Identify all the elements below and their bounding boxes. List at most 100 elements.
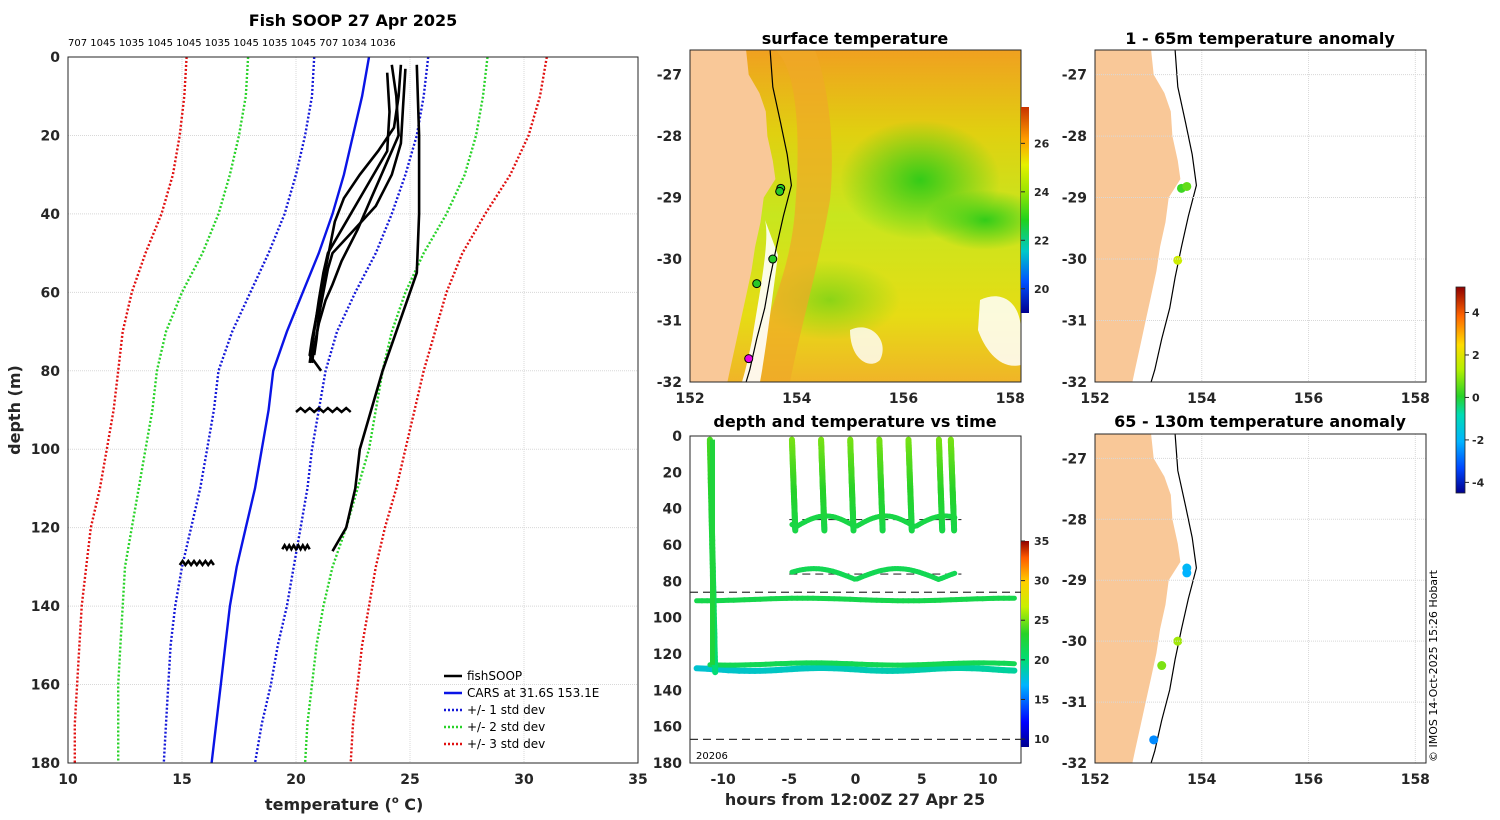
profile-ytick-label: 160 (31, 678, 60, 694)
sst-cloud-south (850, 327, 883, 364)
time-ytick-label: 20 (663, 465, 683, 481)
profile-xtick-label: 10 (58, 772, 78, 788)
sst-cloud-east (978, 296, 1021, 366)
anom-deep-xtick-label: 158 (1401, 772, 1430, 788)
profile-series-fish_c (312, 68, 407, 356)
profile-fish-blob (295, 406, 352, 414)
time-title: depth and temperature vs time (713, 412, 996, 431)
anom-deep-ticks: 152 154 156 158 -27 -28 -29 -30 -31 -32 (1062, 451, 1430, 788)
profile-frame (67, 56, 639, 764)
profile-ytick-label: 40 (41, 207, 61, 223)
profile-top-labels: 707 1045 1035 1045 1045 1035 1045 1035 1… (68, 38, 396, 49)
time-cb-label: 30 (1034, 575, 1050, 588)
profile-legend: fishSOOP CARS at 31.6S 153.1E +/- 1 std de… (444, 669, 599, 751)
anom-shallow-points (1173, 181, 1192, 265)
profile-ytick-label: 140 (31, 599, 60, 615)
sst-shelf-contour (745, 50, 793, 382)
time-ytick-label: 180 (653, 756, 682, 772)
sst-ytick-label: -30 (657, 252, 683, 268)
sst-map-panel: surface temperature 152 154 156 158 -27 -28 -2… (657, 29, 1050, 407)
time-ytick-label: 80 (663, 574, 683, 590)
time-ytick-label: 140 (653, 683, 682, 699)
sst-land (690, 50, 776, 382)
anom-deep-point (1157, 661, 1167, 671)
legend-label: +/- 2 std dev (467, 720, 545, 734)
anomaly-cb-label: -2 (1472, 434, 1484, 447)
anom-deep-frame (1094, 433, 1427, 764)
credit-text: © IMOS 14-Oct-2025 15:26 Hobart (1427, 569, 1440, 762)
sst-xtick-label: 154 (782, 391, 811, 407)
profile-ytick-label: 120 (31, 521, 60, 537)
anomaly-colorbar (1455, 286, 1466, 494)
time-cb-label: 15 (1034, 693, 1049, 706)
profile-xtick-label: 20 (286, 772, 306, 788)
anom-deep-ytick-label: -27 (1062, 451, 1087, 467)
time-xtick-label: 5 (917, 772, 927, 788)
anom-shallow-land (1095, 50, 1181, 382)
legend-label: +/- 3 std dev (467, 737, 545, 751)
profile-series-CARS (210, 57, 371, 763)
sst-colorbar-ticks: 20 22 24 26 (1021, 137, 1050, 296)
sst-fish-points (744, 183, 786, 364)
anom-deep-land (1095, 434, 1181, 763)
anom-shallow-ticks: 152 154 156 158 -27 -28 -29 -30 -31 -32 (1062, 68, 1430, 407)
anom-shallow-ytick-label: -29 (1062, 191, 1087, 207)
profile-ytick-label: 100 (31, 442, 60, 458)
anom-deep-body (1095, 434, 1198, 763)
profile-ytick-label: 20 (41, 128, 61, 144)
profile-xtick-label: 25 (400, 772, 419, 788)
time-xtick-label: 10 (978, 772, 998, 788)
anomaly-cb-label: 4 (1472, 306, 1480, 319)
sst-ytick-label: -27 (657, 68, 682, 84)
anom-shallow-frame (1094, 49, 1427, 383)
anom-deep-ytick-label: -29 (1062, 573, 1087, 589)
sst-fish-point (768, 254, 778, 264)
profile-ytick-label: 0 (50, 50, 60, 66)
profile-series-fish_a (308, 64, 403, 372)
profile-series-fish_d (308, 72, 391, 364)
anom-shallow-ytick-label: -31 (1062, 314, 1087, 330)
time-cb-label: 10 (1034, 733, 1050, 746)
time-body (690, 436, 1021, 740)
profile-ytick-label: 60 (41, 285, 61, 301)
time-ytick-label: 100 (653, 611, 682, 627)
anom-deep-ytick-label: -30 (1062, 634, 1088, 650)
profile-title: Fish SOOP 27 Apr 2025 (249, 11, 458, 30)
anomaly-cb-label: 2 (1472, 349, 1480, 362)
sst-current-band (745, 50, 832, 382)
anom-shallow-ytick-label: -30 (1062, 252, 1088, 268)
time-xtick-label: -10 (710, 772, 736, 788)
anom-shallow-body (1095, 50, 1198, 382)
legend-label: +/- 1 std dev (467, 703, 545, 717)
profile-fish-blob (178, 558, 215, 568)
profile-series-minus3 (73, 57, 188, 763)
sst-title: surface temperature (762, 29, 949, 48)
anom-deep-ytick-label: -32 (1062, 756, 1087, 772)
time-ytick-label: 40 (663, 502, 683, 518)
sst-green-patch (925, 190, 1021, 250)
time-xtick-label: -5 (782, 772, 798, 788)
anom-shallow-title: 1 - 65m temperature anomaly (1125, 29, 1395, 48)
anom-shallow-contour (1150, 50, 1198, 382)
profile-lines (73, 57, 548, 763)
anom-deep-title: 65 - 130m temperature anomaly (1114, 412, 1406, 431)
anom-shallow-xtick-label: 158 (1401, 391, 1430, 407)
time-ytick-label: 120 (653, 647, 682, 663)
anom-shallow-ytick-label: -32 (1062, 375, 1087, 391)
anomaly-cb-label: 0 (1472, 391, 1480, 404)
sst-cb-label: 26 (1034, 137, 1050, 150)
profile-ylabel: depth (m) (5, 365, 24, 455)
anom-deep-xtick-label: 154 (1187, 772, 1216, 788)
time-cb-label: 20 (1034, 654, 1050, 667)
profile-ytick-label: 80 (41, 364, 61, 380)
time-corner-label: 20206 (696, 751, 728, 762)
anomaly-cb-label: -4 (1472, 476, 1485, 489)
sst-fish-point (744, 354, 754, 364)
profile-series-plus2 (303, 57, 489, 763)
anom-shallow-panel: 1 - 65m temperature anomaly 152 154 156 158… (1062, 29, 1430, 407)
sst-map-body (690, 50, 1021, 382)
sst-ytick-label: -29 (657, 191, 682, 207)
profile-series-plus3 (349, 57, 548, 763)
legend-label: fishSOOP (467, 669, 522, 683)
